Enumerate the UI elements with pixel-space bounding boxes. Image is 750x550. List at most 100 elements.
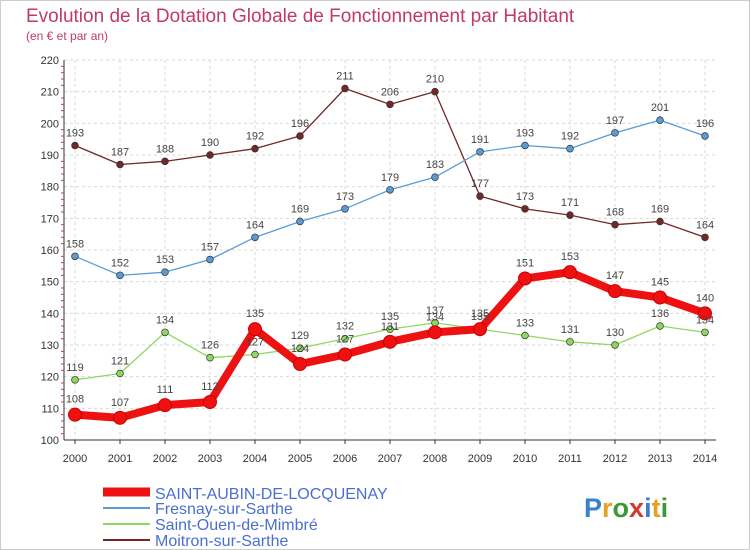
x-tick-2001: 2001 [108, 453, 132, 465]
point-saint-ouen-de-mimbr--2007 [386, 325, 394, 333]
x-tick-2012: 2012 [603, 453, 627, 465]
point-saint-ouen-de-mimbr--2012 [611, 341, 619, 349]
label-fresnay-sur-sarthe-2004: 164 [246, 219, 264, 231]
legend: SAINT-AUBIN-DE-LOCQUENAY Fresnay-sur-Sar… [103, 486, 388, 550]
point-fresnay-sur-sarthe-2013 [656, 116, 664, 124]
label-moitron-sur-sarthe-2010: 173 [516, 191, 534, 203]
label-saint-aubin-de-locquenay-2002: 111 [157, 384, 174, 396]
point-moitron-sur-sarthe-2007 [386, 100, 394, 109]
logo-letter-4: i [644, 493, 652, 523]
point-moitron-sur-sarthe-2008 [431, 87, 439, 96]
point-moitron-sur-sarthe-2001 [116, 160, 124, 169]
point-fresnay-sur-sarthe-2009 [476, 148, 484, 156]
y-tick-170: 170 [41, 213, 59, 225]
point-saint-ouen-de-mimbr--2000 [71, 376, 79, 384]
point-fresnay-sur-sarthe-2011 [566, 144, 574, 153]
point-saint-ouen-de-mimbr--2005 [296, 344, 304, 352]
point-saint-aubin-de-locquenay-2004 [248, 322, 262, 337]
legend-label-saint-aubin: SAINT-AUBIN-DE-LOCQUENAY [155, 486, 388, 503]
label-saint-ouen-de-mimbr--2008: 137 [426, 305, 444, 317]
label-saint-ouen-de-mimbr--2003: 126 [201, 340, 219, 352]
point-moitron-sur-sarthe-2006 [341, 84, 349, 93]
point-saint-aubin-de-locquenay-2006 [338, 347, 352, 362]
point-fresnay-sur-sarthe-2004 [251, 233, 259, 242]
point-fresnay-sur-sarthe-2000 [71, 252, 79, 261]
legend-label-saint-ouen: Saint-Ouen-de-Mimbré [155, 517, 318, 534]
y-tick-210: 210 [41, 87, 59, 99]
label-moitron-sur-sarthe-2014: 164 [696, 219, 714, 231]
point-moitron-sur-sarthe-2004 [251, 144, 259, 153]
label-saint-ouen-de-mimbr--2013: 136 [651, 308, 669, 320]
legend-label-moitron: Moitron-sur-Sarthe [155, 533, 288, 550]
x-tick-2010: 2010 [513, 453, 537, 465]
x-tick-2005: 2005 [288, 453, 312, 465]
label-saint-aubin-de-locquenay-2011: 153 [561, 251, 579, 263]
point-moitron-sur-sarthe-2013 [656, 217, 664, 226]
point-moitron-sur-sarthe-2014 [701, 233, 709, 242]
point-saint-aubin-de-locquenay-2014 [698, 306, 712, 321]
point-saint-aubin-de-locquenay-2013 [653, 290, 667, 305]
x-tick-2003: 2003 [198, 453, 222, 465]
label-saint-ouen-de-mimbr--2001: 121 [111, 356, 129, 368]
label-saint-aubin-de-locquenay-2007: 131 [381, 321, 399, 333]
point-saint-aubin-de-locquenay-2012 [608, 284, 622, 299]
label-moitron-sur-sarthe-2013: 169 [651, 204, 669, 216]
point-moitron-sur-sarthe-2012 [611, 220, 619, 229]
label-saint-ouen-de-mimbr--2010: 133 [516, 318, 534, 330]
label-fresnay-sur-sarthe-2011: 192 [561, 131, 579, 143]
point-saint-aubin-de-locquenay-2002 [158, 398, 172, 413]
point-fresnay-sur-sarthe-2006 [341, 205, 349, 213]
chart-subtitle: (en € et par an) [26, 29, 108, 43]
label-moitron-sur-sarthe-2005: 196 [291, 118, 309, 130]
label-moitron-sur-sarthe-2006: 211 [336, 71, 354, 83]
point-saint-aubin-de-locquenay-2010 [518, 271, 532, 286]
point-moitron-sur-sarthe-2005 [296, 132, 304, 140]
point-saint-ouen-de-mimbr--2011 [566, 338, 574, 346]
x-tick-2009: 2009 [468, 453, 492, 465]
point-fresnay-sur-sarthe-2002 [161, 268, 169, 276]
y-tick-190: 190 [41, 150, 59, 162]
point-moitron-sur-sarthe-2009 [476, 192, 484, 200]
point-fresnay-sur-sarthe-2007 [386, 186, 394, 194]
point-moitron-sur-sarthe-2000 [71, 141, 79, 150]
point-fresnay-sur-sarthe-2003 [206, 255, 214, 264]
y-tick-180: 180 [41, 182, 59, 194]
label-saint-aubin-de-locquenay-2010: 151 [516, 258, 534, 270]
label-fresnay-sur-sarthe-2012: 197 [606, 115, 624, 127]
logo-letter-2: o [613, 493, 630, 523]
label-fresnay-sur-sarthe-2001: 152 [111, 257, 129, 269]
point-fresnay-sur-sarthe-2005 [296, 217, 304, 226]
legend-label-fresnay: Fresnay-sur-Sarthe [155, 501, 293, 518]
label-fresnay-sur-sarthe-2006: 173 [336, 191, 354, 203]
series-saint-ouen-de-mimbr- [71, 319, 709, 384]
x-tick-2011: 2011 [558, 453, 582, 465]
label-saint-ouen-de-mimbr--2002: 134 [156, 314, 174, 326]
point-fresnay-sur-sarthe-2014 [701, 132, 709, 140]
point-saint-ouen-de-mimbr--2001 [116, 369, 124, 378]
label-moitron-sur-sarthe-2002: 188 [156, 143, 174, 155]
label-saint-aubin-de-locquenay-2004: 135 [246, 308, 264, 320]
label-saint-ouen-de-mimbr--2009: 135 [471, 311, 489, 323]
label-moitron-sur-sarthe-2012: 168 [606, 207, 624, 219]
y-tick-220: 220 [41, 55, 59, 67]
point-saint-ouen-de-mimbr--2004 [251, 350, 259, 359]
point-fresnay-sur-sarthe-2012 [611, 129, 619, 137]
label-saint-ouen-de-mimbr--2004: 127 [246, 337, 264, 349]
point-saint-aubin-de-locquenay-2008 [428, 325, 442, 340]
label-fresnay-sur-sarthe-2009: 191 [471, 134, 489, 146]
label-saint-aubin-de-locquenay-2013: 145 [651, 277, 669, 289]
label-moitron-sur-sarthe-2004: 192 [246, 131, 264, 143]
series-fresnay-sur-sarthe [71, 116, 709, 280]
series-layer [68, 84, 712, 425]
point-fresnay-sur-sarthe-2001 [116, 271, 124, 280]
label-saint-aubin-de-locquenay-2006: 127 [336, 334, 354, 346]
label-saint-aubin-de-locquenay-2000: 108 [66, 394, 84, 406]
label-saint-aubin-de-locquenay-2012: 147 [606, 270, 624, 282]
series-moitron-sur-sarthe [71, 84, 709, 242]
point-saint-ouen-de-mimbr--2013 [656, 322, 664, 330]
label-fresnay-sur-sarthe-2013: 201 [651, 102, 669, 114]
label-moitron-sur-sarthe-2011: 171 [561, 197, 579, 209]
